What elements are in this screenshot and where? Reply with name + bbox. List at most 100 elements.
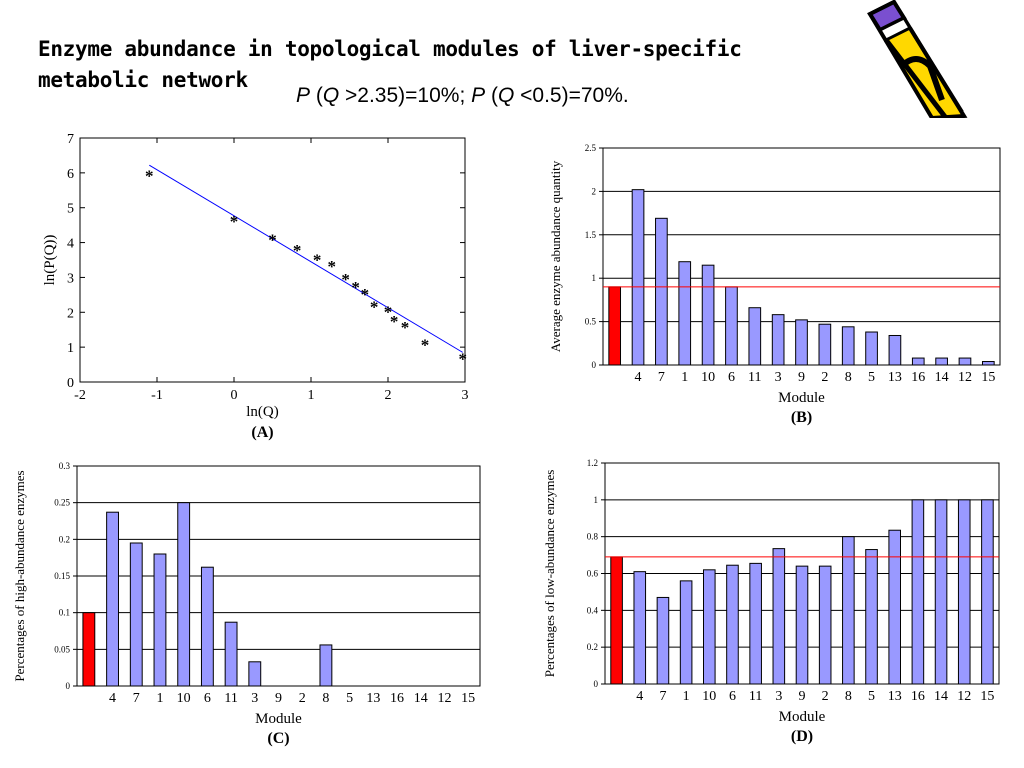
y-axis-label: Average enzyme abundance quantity [548,160,563,352]
x-tick-label: 8 [845,370,852,385]
bar [153,553,167,687]
highlight-bar [610,556,623,685]
bar [981,361,995,366]
x-tick-label: 8 [845,689,852,704]
x-tick-label: 3 [462,388,469,403]
bar [958,357,972,366]
data-point: * [268,230,277,249]
bar-chart-d: 0 0.2 0.4 0.6 0.8 1 1.2 4 7 1 10 6 11 3 9 2 8 5 13 16 14 12 15… [542,458,1000,745]
x-tick-label: 14 [934,689,948,704]
bar [771,314,785,366]
data-point: * [341,270,350,289]
y-tick-label: 2 [592,186,597,196]
bar [911,357,925,366]
x-axis-label: ln(Q) [246,404,279,420]
stat-low-threshold: <0.5)=70%. [514,84,629,107]
y-tick-label: 3 [67,271,74,286]
bar [818,323,832,366]
bar [656,596,670,685]
y-tick-label: 2.5 [585,143,597,153]
bar [841,326,855,366]
x-tick-label: 10 [702,689,716,704]
bar-chart-c: 0 0.05 0.1 0.15 0.2 0.25 0.3 4 7 1 10 6 11 3 9 2 8 5 13 16 1… [12,461,481,747]
y-axis-label: Percentages of high-abundance enzymes [12,470,27,681]
y-tick-label: 0.05 [54,644,70,654]
bar [749,562,762,685]
chart-caption: (D) [791,728,813,745]
x-tick-label: 2 [821,370,828,385]
y-tick-label: 0.2 [59,534,70,544]
y-tick-label: 0.4 [587,605,599,615]
bar [842,536,855,685]
bar [795,565,809,685]
bar [748,307,762,366]
y-tick-label: 5 [67,202,74,217]
highlight-bar [608,286,622,366]
x-tick-label: 9 [798,370,805,385]
x-tick-label: 15 [461,691,475,706]
x-tick-label: 11 [749,689,762,704]
bar [129,542,143,687]
x-tick-label: 13 [888,370,902,385]
data-point: * [401,318,410,337]
bar [888,529,902,685]
bar [200,566,214,687]
bar [701,264,715,366]
bar [655,217,668,366]
y-tick-label: 0.15 [54,571,70,581]
x-axis-label: Module [778,390,825,406]
bar [934,499,948,685]
bar [106,511,119,687]
bar [679,580,693,685]
bar-chart-b: 0 0.5 1 1.5 2 2.5 4 7 1 10 6 11 3 9 2 8 5 13 16 14 12 15 Modul… [548,143,1001,426]
x-tick-label: 11 [224,691,237,706]
stat-p-var: P [296,84,311,107]
bar [888,334,902,366]
x-tick-label: 7 [658,370,665,385]
bar [981,499,994,685]
data-point: * [421,336,430,355]
x-tick-label: 12 [437,691,451,706]
chart-caption: (B) [791,409,812,426]
y-tick-label: 0.2 [587,642,598,652]
y-tick-label: 0 [592,360,597,370]
data-point: * [458,350,467,369]
x-tick-label: 8 [322,691,329,706]
stat-p-var: P [471,84,486,107]
bar [726,564,739,685]
x-tick-label: 3 [775,689,782,704]
x-tick-label: 2 [385,388,392,403]
x-tick-label: -1 [151,388,163,403]
bar [865,331,878,366]
x-axis-label: Module [779,709,826,725]
x-tick-label: 10 [177,691,191,706]
chart-caption: (A) [251,424,273,441]
data-point: * [313,250,322,269]
y-tick-label: 7 [67,132,74,147]
bar [865,549,878,685]
y-tick-label: 4 [67,237,74,252]
x-tick-label: 3 [251,691,258,706]
x-tick-label: 1 [308,388,315,403]
x-tick-label: 3 [775,370,782,385]
stat-paren: ( [485,84,498,107]
bar [248,661,262,687]
y-tick-label: 0.3 [59,461,71,471]
highlight-bar [82,612,96,687]
bar [224,621,238,687]
x-tick-label: 13 [366,691,380,706]
bar [818,565,832,685]
y-tick-label: 1 [592,273,597,283]
bar [911,499,925,685]
y-tick-label: 0.8 [587,532,599,542]
x-tick-label: 7 [659,689,666,704]
slide-title: Enzyme abundance in topological modules … [38,37,742,92]
bar [725,286,738,366]
x-tick-label: 4 [635,370,642,385]
fit-line [149,164,463,353]
x-tick-label: 14 [935,370,949,385]
x-tick-label: 4 [109,691,116,706]
x-tick-label: 14 [414,691,428,706]
x-tick-label: 7 [133,691,140,706]
y-tick-label: 0.25 [54,498,70,508]
